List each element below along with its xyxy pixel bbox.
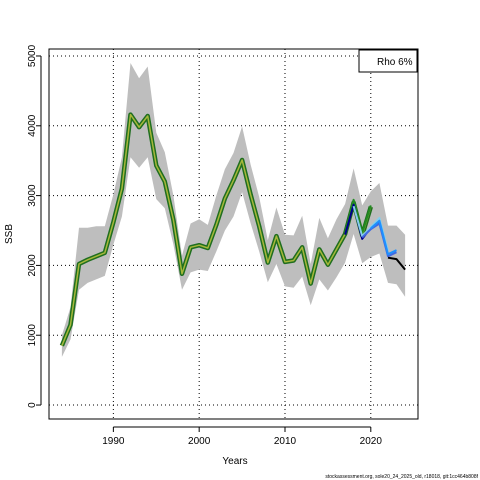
y-tick-label-0: 0 xyxy=(27,402,38,408)
legend-box: Rho 6% xyxy=(358,49,418,73)
series-line-peel-5 xyxy=(370,219,397,256)
x-tick-label-2020: 2020 xyxy=(360,436,383,447)
x-tick-label-1990: 1990 xyxy=(102,436,125,447)
series-lines xyxy=(59,112,406,347)
series-line-peel-6 xyxy=(387,256,406,271)
y-tick-label-1000: 1000 xyxy=(27,324,38,347)
legend-label: Rho 6% xyxy=(377,57,413,68)
x-tick-label-2000: 2000 xyxy=(188,436,211,447)
confidence-band xyxy=(61,63,406,357)
legend-frame xyxy=(358,49,418,73)
x-axis-title: Years xyxy=(222,456,247,467)
footnote: stockassessment.org, sole20_24_2025_old,… xyxy=(325,474,478,480)
confidence-band-group xyxy=(61,63,406,357)
series-line-main xyxy=(61,113,372,346)
y-axis-title: SSB xyxy=(4,224,15,244)
y-tick-label-5000: 5000 xyxy=(27,44,38,67)
axes: 1990 2000 2010 2020 0 1000 2000 3000 4000 5000 xyxy=(27,44,382,447)
y-tick-label-2000: 2000 xyxy=(27,254,38,277)
x-tick-label-2010: 2010 xyxy=(274,436,297,447)
y-tick-label-3000: 3000 xyxy=(27,184,38,207)
plot-frame xyxy=(48,48,419,420)
y-tick-label-4000: 4000 xyxy=(27,114,38,137)
